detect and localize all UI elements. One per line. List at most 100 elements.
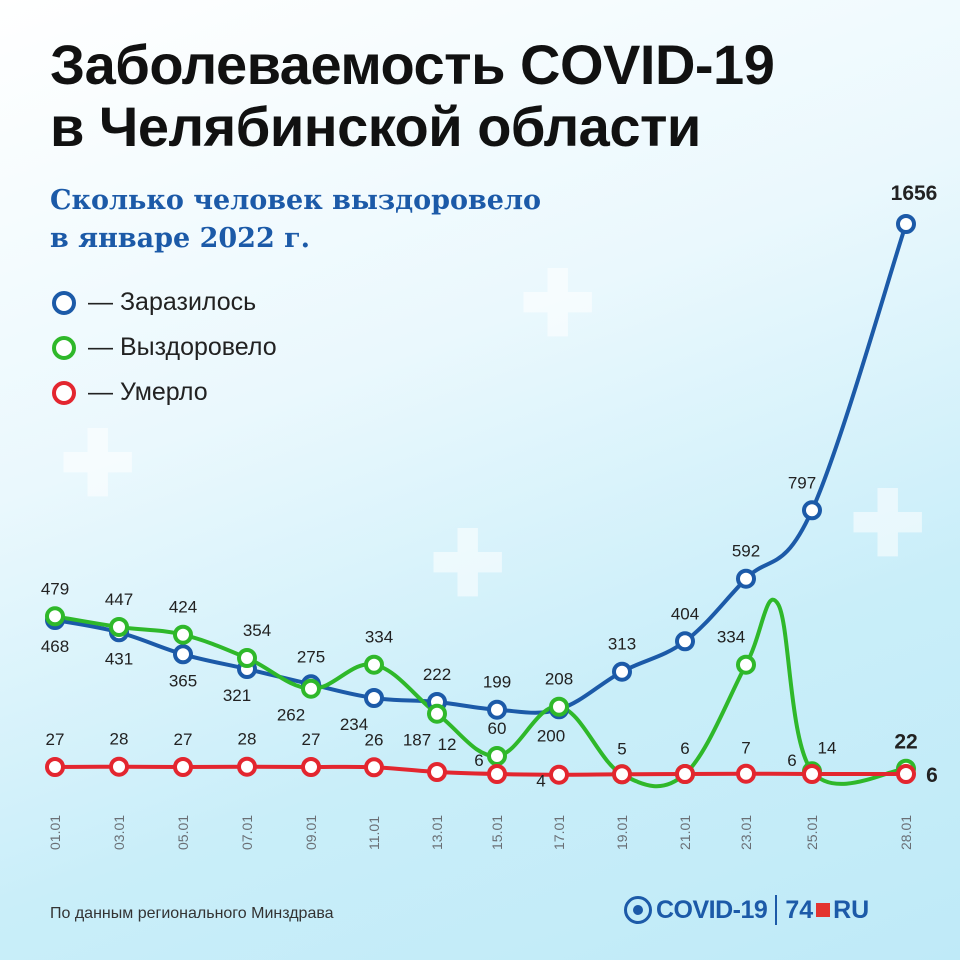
series-line-recovered	[53, 597, 908, 789]
x-tick-label: 05.01	[175, 815, 191, 850]
legend-marker-died	[52, 380, 76, 405]
data-label-recovered: 479	[41, 579, 69, 598]
data-label-infected: 404	[671, 604, 699, 623]
data-point-died	[612, 764, 632, 785]
cross-decoration-icon: ✚	[850, 475, 926, 575]
chart-legend: — Заразилось — Выздоровело — Умерло	[52, 280, 277, 415]
data-label-infected: 431	[105, 649, 133, 668]
data-label-died: 26	[365, 730, 384, 749]
title-line-2: в Челябинской области	[50, 95, 701, 158]
data-point-infected	[612, 661, 632, 682]
data-point-recovered	[45, 606, 65, 627]
data-point-recovered	[549, 696, 569, 717]
data-label-infected: 234	[340, 715, 368, 734]
x-tick-label: 15.01	[489, 815, 505, 850]
data-label-infected: 468	[41, 637, 69, 656]
data-point-recovered	[364, 654, 384, 675]
legend-label: — Заразилось	[88, 288, 257, 316]
data-label-died: 6	[474, 751, 483, 770]
data-label-died: 12	[438, 735, 457, 754]
brand-square-icon	[816, 903, 831, 917]
data-label-infected: 797	[788, 473, 816, 492]
x-tick-label: 11.01	[366, 816, 382, 850]
page-title: Заболеваемость COVID-19 в Челябинской об…	[50, 33, 775, 158]
cross-decoration-icon: ✚	[520, 255, 596, 355]
legend-label: — Умерло	[88, 378, 208, 406]
x-tick-label: 17.01	[551, 815, 567, 850]
data-label-recovered: 14	[818, 738, 837, 757]
x-tick-label: 07.01	[239, 815, 255, 850]
data-point-died	[549, 764, 569, 785]
data-label-died: 7	[741, 739, 750, 758]
legend-marker-recovered	[52, 335, 76, 360]
data-point-died	[45, 757, 65, 777]
legend-item-recovered: — Выздоровело	[52, 325, 277, 370]
data-label-died: 4	[536, 772, 545, 791]
x-tick-label: 23.01	[738, 815, 754, 850]
page-subtitle: Сколько человек выздоровело в январе 202…	[50, 182, 541, 258]
data-label-infected: 200	[537, 726, 565, 745]
data-label-recovered: 334	[365, 628, 393, 647]
brand-logo: COVID-19 74 RU	[624, 890, 869, 930]
data-label-died: 27	[174, 730, 193, 749]
data-label-recovered: 187	[403, 731, 431, 750]
legend-label: — Выздоровело	[88, 333, 277, 361]
data-point-died	[301, 757, 321, 777]
x-tick-label: 28.01	[898, 815, 914, 850]
data-label-infected: 275	[297, 647, 325, 666]
data-label-infected: 1656	[891, 182, 938, 205]
data-point-died	[109, 756, 129, 777]
data-point-infected	[173, 644, 193, 665]
data-point-recovered	[487, 746, 507, 766]
data-label-infected: 592	[732, 542, 760, 561]
data-label-recovered: 60	[488, 719, 507, 738]
x-tick-label: 03.01	[111, 815, 127, 850]
data-point-died	[173, 757, 193, 777]
data-label-died: 28	[238, 730, 257, 749]
data-label-died: 27	[46, 730, 65, 749]
data-point-infected	[364, 688, 384, 708]
data-label-recovered: 22	[894, 731, 917, 754]
x-tick-label: 21.01	[677, 815, 693, 850]
data-point-infected	[675, 631, 695, 652]
data-label-died: 6	[787, 751, 796, 770]
data-point-died	[427, 762, 447, 782]
x-tick-label: 13.01	[429, 815, 445, 850]
x-tick-label: 09.01	[303, 815, 319, 850]
data-point-died	[736, 763, 756, 784]
legend-marker-infected	[52, 290, 76, 315]
data-point-recovered	[109, 617, 129, 637]
data-source-note: По данным регионального Минздрава	[50, 905, 334, 922]
brand-divider	[775, 895, 778, 925]
data-point-recovered	[173, 624, 193, 645]
data-point-died	[802, 764, 822, 784]
legend-item-infected: — Заразилось	[52, 280, 277, 325]
data-label-infected: 365	[169, 671, 197, 690]
data-label-infected: 313	[608, 635, 636, 654]
data-label-died: 6	[680, 739, 689, 758]
data-point-infected	[896, 214, 916, 234]
x-tick-label: 25.01	[804, 815, 820, 850]
x-tick-label: 01.01	[47, 815, 63, 850]
title-line-1: Заболеваемость COVID-19	[50, 33, 775, 96]
data-point-recovered	[427, 703, 447, 724]
brand-ru-text: RU	[833, 895, 870, 924]
data-point-recovered	[301, 678, 321, 699]
data-label-infected: 199	[483, 673, 511, 692]
data-point-died	[237, 756, 257, 777]
cross-decoration-icon: ✚	[430, 515, 506, 615]
data-label-infected: 222	[423, 665, 451, 684]
data-point-recovered	[736, 654, 756, 675]
data-point-died	[896, 764, 916, 784]
brand-covid-text: COVID-19	[656, 895, 768, 924]
virus-icon	[624, 896, 652, 924]
data-label-died: 28	[110, 730, 129, 749]
data-label-recovered: 447	[105, 590, 133, 609]
data-point-died	[364, 757, 384, 778]
subtitle-line-1: Сколько человек выздоровело	[50, 185, 542, 216]
data-label-died: 27	[302, 730, 321, 749]
data-label-recovered: 208	[545, 670, 573, 689]
data-label-recovered: 354	[243, 621, 271, 640]
